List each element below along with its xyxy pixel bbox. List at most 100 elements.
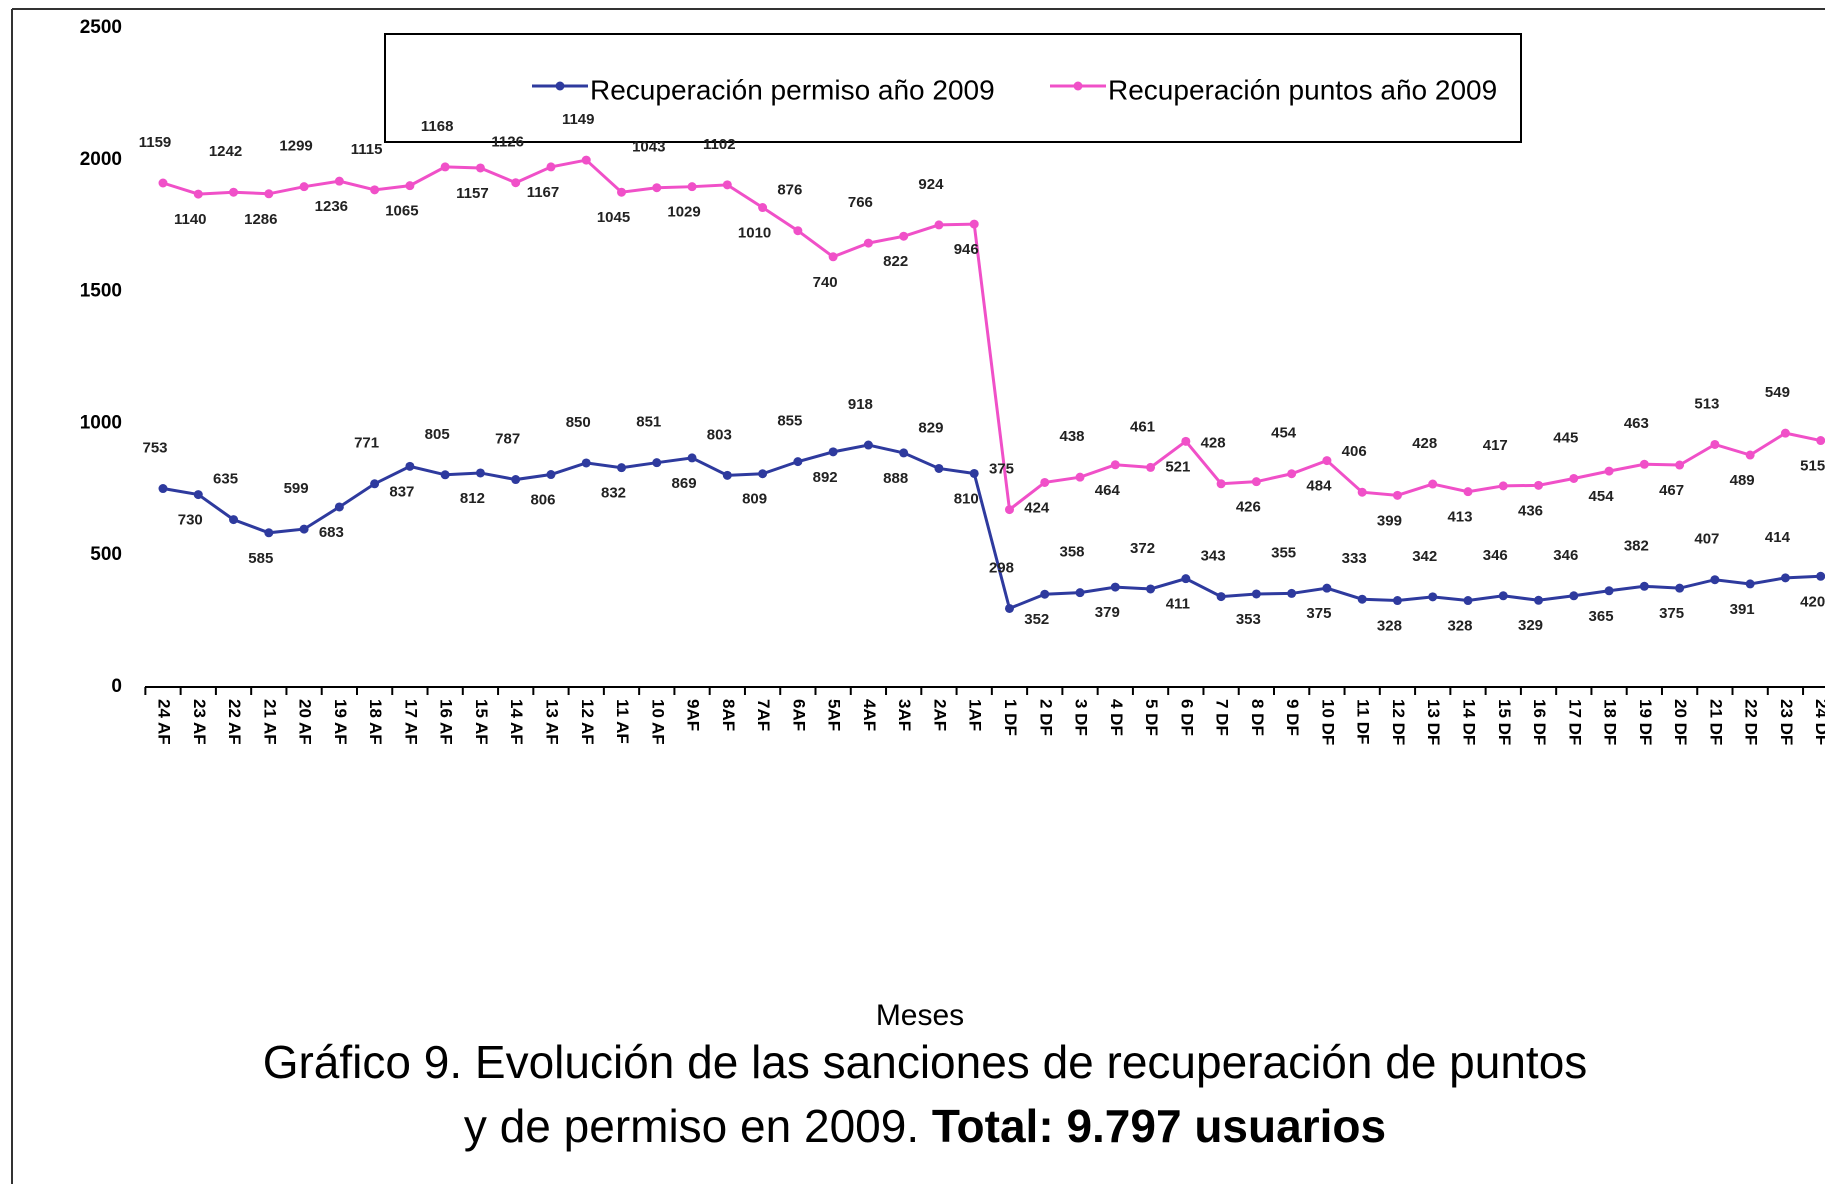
x-tick-label: 12 AF xyxy=(578,699,597,745)
data-label: 454 xyxy=(1271,425,1297,442)
data-label: 946 xyxy=(954,241,979,258)
data-label: 753 xyxy=(142,439,167,456)
point xyxy=(158,178,168,188)
data-label: 683 xyxy=(319,524,344,541)
point xyxy=(1004,505,1014,515)
data-label: 375 xyxy=(989,461,1014,478)
x-tick-label: 1 DF xyxy=(1001,699,1020,736)
data-label: 346 xyxy=(1483,547,1508,564)
data-label: 869 xyxy=(672,475,697,492)
x-tick-label: 20 DF xyxy=(1671,699,1690,745)
x-tick-label: 1AF xyxy=(966,699,985,731)
x-tick-label: 17 AF xyxy=(401,699,420,745)
data-label: 1029 xyxy=(667,204,700,221)
point xyxy=(1463,596,1473,606)
data-label: 343 xyxy=(1201,548,1226,565)
data-label: 424 xyxy=(1024,499,1050,516)
x-tick-label: 21 DF xyxy=(1706,699,1725,745)
data-label: 515 xyxy=(1800,458,1825,475)
point xyxy=(863,440,873,450)
legend-label: Recuperación permiso año 2009 xyxy=(590,74,995,105)
data-label: 372 xyxy=(1130,540,1155,557)
data-label: 328 xyxy=(1447,618,1472,635)
data-label: 463 xyxy=(1624,415,1649,432)
x-tick-label: 23 AF xyxy=(190,699,209,745)
data-label: 822 xyxy=(883,253,908,270)
point xyxy=(334,176,344,186)
data-label: 730 xyxy=(178,512,203,529)
x-tick-label: 17 DF xyxy=(1565,699,1584,745)
data-label: 888 xyxy=(883,470,908,487)
point xyxy=(1004,603,1014,613)
data-label: 803 xyxy=(707,426,732,443)
point xyxy=(229,515,239,525)
point xyxy=(793,226,803,236)
data-label: 771 xyxy=(354,435,379,452)
data-label: 382 xyxy=(1624,537,1649,554)
data-label: 436 xyxy=(1518,502,1543,519)
data-label: 428 xyxy=(1201,435,1226,452)
data-label: 806 xyxy=(530,492,555,509)
x-tick-label: 14 AF xyxy=(507,699,526,745)
point xyxy=(1534,480,1544,490)
data-label: 832 xyxy=(601,485,626,502)
point xyxy=(1816,436,1825,446)
data-label: 918 xyxy=(848,396,873,413)
point xyxy=(193,189,203,199)
data-label: 375 xyxy=(1659,605,1684,622)
data-label: 399 xyxy=(1377,512,1402,529)
x-tick-label: 11 DF xyxy=(1354,699,1373,744)
data-label: 342 xyxy=(1412,548,1437,565)
x-tick-label: 4AF xyxy=(860,699,879,731)
point xyxy=(475,468,485,478)
y-tick-label: 2000 xyxy=(80,149,122,170)
data-label: 1236 xyxy=(315,198,348,215)
caption: y de permiso en 2009. Total: 9.797 usuar… xyxy=(464,1100,1386,1152)
point xyxy=(193,490,203,500)
point xyxy=(1251,477,1261,487)
data-label: 391 xyxy=(1730,601,1755,618)
data-label: 1115 xyxy=(351,141,383,158)
data-label: 379 xyxy=(1095,604,1120,621)
point xyxy=(511,178,521,188)
point xyxy=(1392,596,1402,606)
point xyxy=(1216,592,1226,602)
data-label: 428 xyxy=(1412,435,1437,452)
data-label: 1043 xyxy=(632,139,665,156)
point xyxy=(617,187,627,197)
data-label: 805 xyxy=(425,426,450,443)
x-axis-label: Meses xyxy=(876,999,964,1032)
data-label: 365 xyxy=(1589,608,1614,625)
x-tick-label: 7AF xyxy=(754,699,773,731)
caption-bold: Total: 9.797 usuarios xyxy=(932,1100,1386,1152)
data-label: 599 xyxy=(284,480,309,497)
point xyxy=(758,203,768,213)
x-tick-label: 5AF xyxy=(825,699,844,731)
data-label: 346 xyxy=(1553,547,1578,564)
point xyxy=(581,155,591,165)
point xyxy=(1604,586,1614,596)
point xyxy=(581,458,591,468)
x-tick-label: 18 DF xyxy=(1601,699,1620,745)
data-label: 585 xyxy=(248,550,273,567)
data-label: 812 xyxy=(460,490,485,507)
data-label: 837 xyxy=(389,483,414,500)
x-tick-label: 3AF xyxy=(895,699,914,731)
point xyxy=(1498,591,1508,601)
point xyxy=(1110,460,1120,470)
x-tick-label: 15 DF xyxy=(1495,699,1514,745)
caption-text: y de permiso en 2009. xyxy=(464,1100,919,1152)
point xyxy=(475,163,485,173)
legend-marker xyxy=(1073,81,1083,91)
data-label: 445 xyxy=(1553,429,1578,446)
point xyxy=(440,162,450,172)
data-label: 513 xyxy=(1694,395,1719,412)
data-label: 355 xyxy=(1271,544,1296,561)
point xyxy=(405,461,415,471)
point xyxy=(1110,582,1120,592)
data-label: 1157 xyxy=(456,185,489,202)
data-label: 358 xyxy=(1060,544,1085,561)
data-label: 1102 xyxy=(703,136,736,153)
x-tick-label: 24 DF xyxy=(1812,699,1825,745)
x-tick-label: 12 DF xyxy=(1389,699,1408,745)
